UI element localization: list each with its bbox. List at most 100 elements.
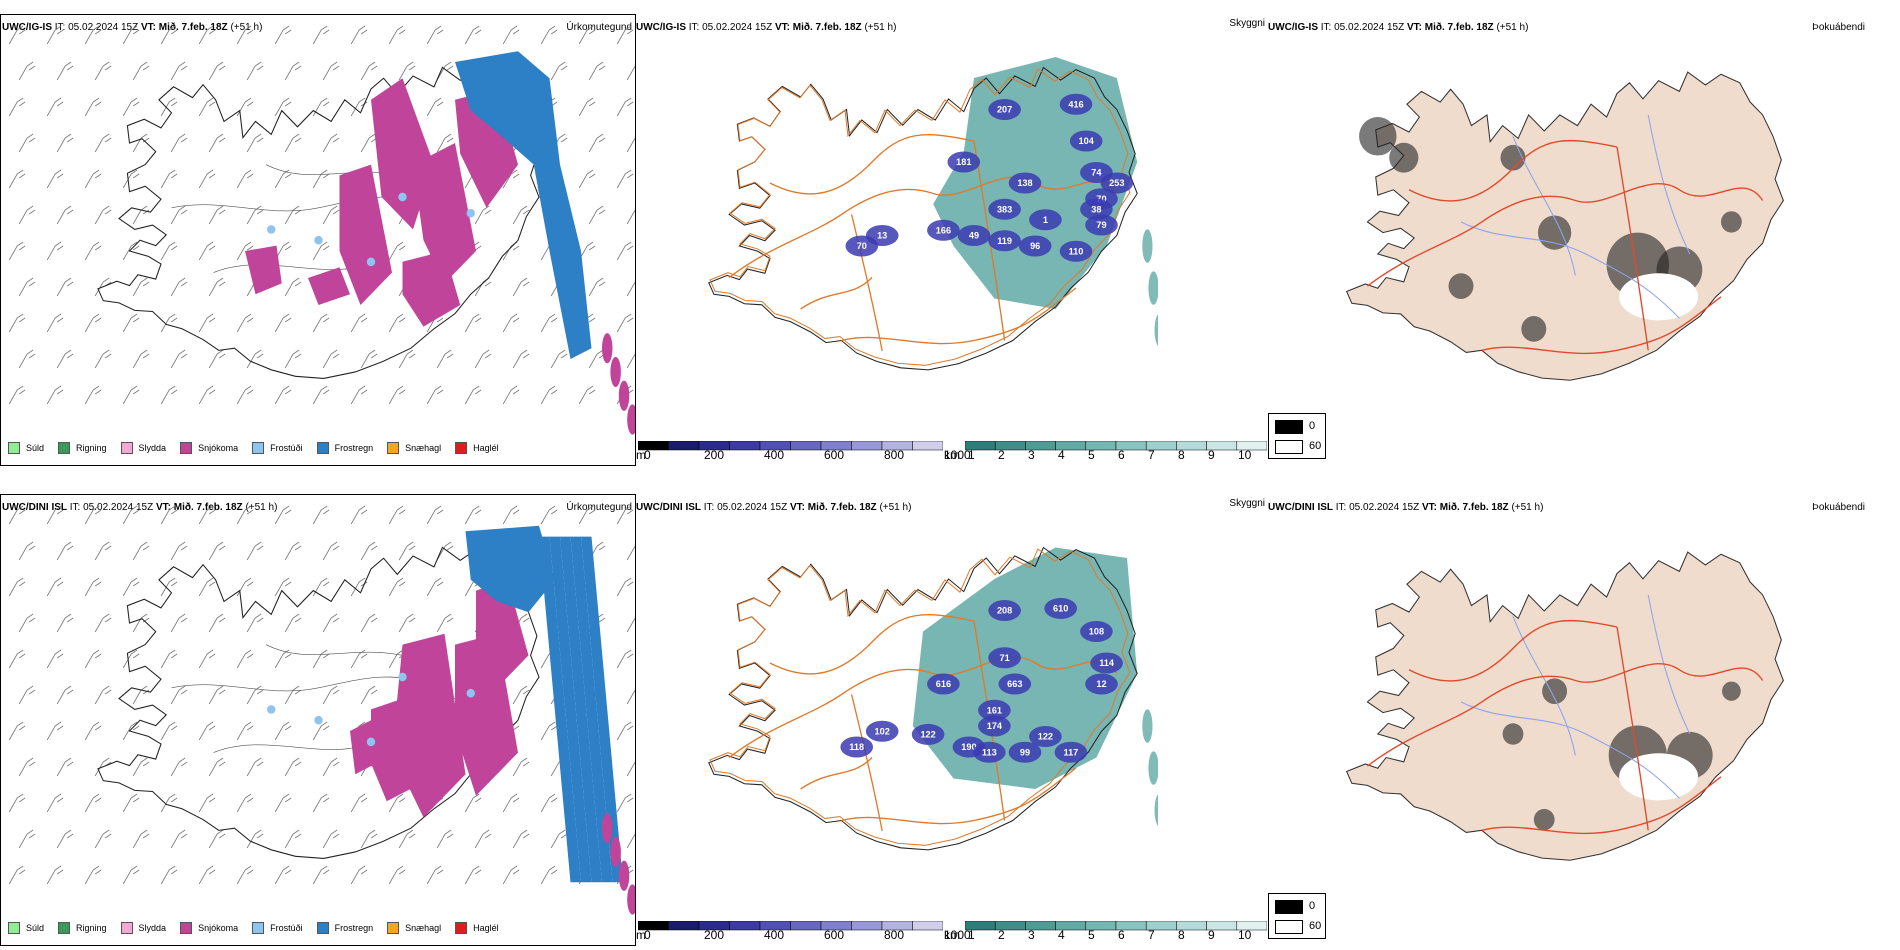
legend-swatch — [252, 922, 265, 934]
wind-barb — [502, 25, 520, 45]
panel-type-precip: Úrkomutegund — [566, 502, 632, 513]
wind-barb — [122, 505, 140, 525]
fog-legend: 0 60 — [1268, 893, 1326, 939]
cloud-bar-tick: 800 — [884, 448, 905, 462]
vis-bar-tick: 2 — [998, 448, 1005, 462]
wind-barb — [388, 241, 406, 261]
wind-barb — [588, 61, 606, 81]
frostudi-spot — [267, 225, 276, 234]
wind-barb — [170, 541, 188, 561]
wind-barb — [160, 505, 178, 525]
wind-barb — [8, 793, 26, 813]
cloud-base-label: 74 — [1091, 168, 1102, 178]
wind-barb — [208, 133, 226, 153]
wind-barb — [84, 169, 102, 189]
it-label: IT: — [688, 22, 700, 33]
cloud-base-patch — [1100, 172, 1134, 194]
wind-barb — [588, 133, 606, 153]
frostudi-spot — [466, 208, 475, 218]
wind-barb — [170, 133, 188, 153]
wind-barb — [616, 649, 634, 669]
wind-barb — [398, 349, 416, 369]
cloud-base-patch — [1090, 652, 1123, 674]
wind-barb — [426, 865, 444, 885]
frostregn-area — [465, 525, 555, 613]
wind-barb — [198, 721, 216, 741]
snow-streak — [610, 836, 621, 868]
wind-barb — [198, 241, 216, 261]
cloud-base-patch — [988, 99, 1021, 120]
wind-barb — [350, 385, 368, 405]
wind-barb — [160, 169, 178, 189]
wind-barb — [360, 349, 378, 369]
wind-barb — [198, 97, 216, 117]
road-network — [728, 134, 1118, 352]
cloud-base-label: 71 — [1000, 653, 1010, 663]
wind-barb — [540, 505, 558, 525]
cloud-bar-unit: m — [636, 928, 646, 942]
wind-barb — [616, 721, 634, 741]
lead-time: (+51 h) — [230, 22, 263, 33]
cloud-bar-tick: 0 — [644, 928, 651, 942]
legend-swatch — [387, 922, 400, 934]
wind-barb — [398, 613, 416, 633]
frostregn-stripe — [560, 536, 602, 883]
legend-label: Snæhagl — [405, 923, 442, 933]
wind-barb — [550, 349, 568, 369]
fog-label-white: 60 — [1309, 440, 1322, 452]
vis-bar-tick: 7 — [1148, 928, 1155, 942]
legend-label: Haglél — [473, 443, 499, 453]
wind-barb — [322, 829, 340, 849]
frostudi-spot — [366, 257, 376, 267]
model-name: UWC/DINI ISL — [2, 502, 67, 513]
vt-label: VT: — [155, 502, 171, 513]
vt-value: Mið. 7.feb. 18Z — [1424, 22, 1494, 33]
wind-barb — [550, 829, 568, 849]
wind-barb — [84, 241, 102, 261]
cloud-base-label: 253 — [1109, 178, 1124, 188]
lead-time: (+51 h) — [1511, 502, 1544, 513]
vis-bar-tick: 10 — [1238, 448, 1252, 462]
cloud-base-label: 190 — [961, 742, 976, 752]
panel-type-visibility: Skyggni — [1229, 18, 1265, 29]
fog-swatch-white — [1275, 440, 1303, 454]
cloud-base-label: 110 — [1069, 246, 1084, 256]
wind-barb — [160, 649, 178, 669]
wind-barb — [8, 97, 26, 117]
wind-barb — [616, 241, 634, 261]
cloud-base-patch — [911, 723, 945, 745]
snow-area — [412, 143, 476, 284]
precip-frame — [0, 494, 636, 946]
wind-barb — [236, 241, 254, 261]
it-label: IT: — [703, 502, 715, 513]
wind-barb — [312, 313, 330, 333]
wind-barb — [322, 205, 340, 225]
wind-barb — [170, 613, 188, 633]
cloud-base-patch — [988, 600, 1021, 621]
snow-streak — [602, 813, 613, 844]
wind-barb — [8, 169, 26, 189]
cloud-base-patch — [972, 741, 1006, 763]
wind-barb — [46, 169, 64, 189]
wind-barb — [284, 685, 302, 705]
cloud-base-patch — [1044, 597, 1078, 619]
wind-barb — [502, 169, 520, 189]
iceland-outline — [97, 66, 540, 379]
wind-barb — [246, 613, 264, 633]
wind-barb — [56, 685, 74, 705]
visibility-streak — [1148, 271, 1158, 305]
wind-barb — [274, 313, 292, 333]
fog-blob — [1502, 723, 1524, 745]
wind-barb — [350, 505, 368, 525]
cloud-base-patch — [927, 219, 960, 241]
wind-barb — [160, 241, 178, 261]
model-name: UWC/IG-IS — [636, 22, 686, 33]
wind-barb — [122, 793, 140, 813]
wind-barb — [160, 793, 178, 813]
wind-barb — [626, 833, 635, 849]
wind-barb — [132, 685, 150, 705]
wind-barb — [464, 793, 482, 813]
wind-barb — [246, 541, 264, 561]
wind-barb — [160, 577, 178, 597]
wind-barb — [274, 25, 292, 45]
